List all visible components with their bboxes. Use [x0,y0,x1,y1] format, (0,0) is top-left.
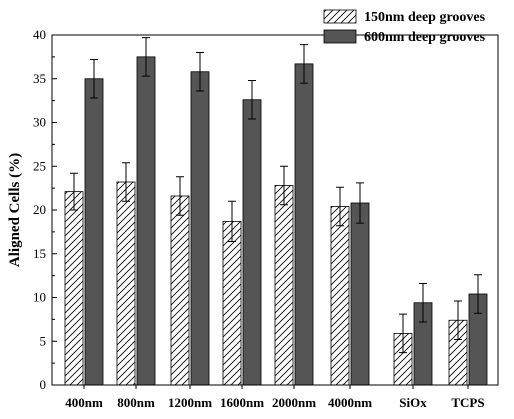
y-tick-label: 15 [33,246,46,261]
y-tick-label: 5 [40,333,47,348]
bar-deep-2000nm [294,63,314,386]
legend-swatch-solid [323,29,357,44]
y-tick-label: 30 [33,115,46,130]
x-tick-label: 1600nm [220,395,264,410]
bar-shallow-1600nm [222,220,242,386]
x-tick-label: TCPS [451,395,484,410]
x-tick-label: 400nm [65,395,103,410]
bar-shallow-800nm [116,181,136,386]
y-tick-label: 40 [33,27,46,42]
y-axis-label: Aligned Cells (%) [7,153,23,267]
x-tick-label: 1200nm [168,395,212,410]
legend: 150nm deep grooves 600nm deep grooves [323,9,486,45]
y-tick-label: 0 [40,377,47,392]
legend-label: 600nm deep grooves [364,30,486,45]
y-tick-label: 10 [33,290,46,305]
x-tick-label: 4000nm [328,395,372,410]
bar-shallow-2000nm [274,185,294,386]
y-tick-label: 20 [33,202,46,217]
y-tick-label: 35 [33,71,46,86]
bar-deep-4000nm [350,202,370,386]
bar-shallow-4000nm [330,206,350,386]
legend-swatch-hatched [323,9,357,24]
bar-deep-1200nm [190,71,210,386]
bar-shallow-400nm [64,191,84,386]
legend-label: 150nm deep grooves [364,10,486,25]
y-tick-label: 25 [33,158,46,173]
bar-shallow-1200nm [170,195,190,386]
x-tick-label: SiOx [399,395,427,410]
plot-area [64,37,488,386]
axes: 0 5 10 15 20 25 30 35 40 400nm 800nm 1200nm 1600nm 20… [33,27,499,410]
x-tick-label: 800nm [117,395,155,410]
bar-deep-1600nm [242,99,262,386]
bar-deep-400nm [84,78,104,386]
bar-deep-800nm [136,56,156,386]
x-tick-label: 2000nm [272,395,316,410]
